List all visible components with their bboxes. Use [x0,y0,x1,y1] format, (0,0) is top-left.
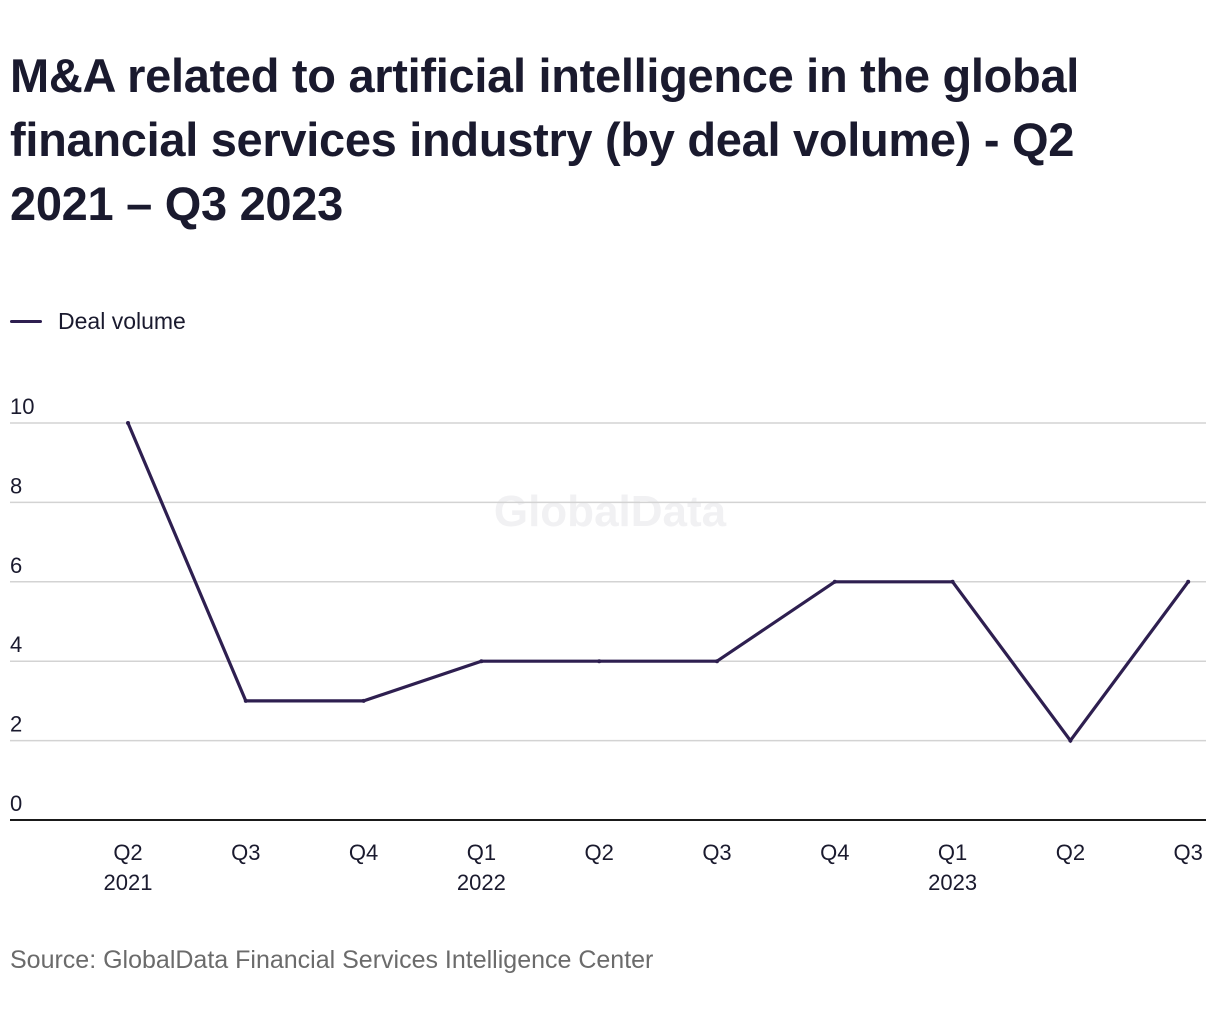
x-tick-label: Q1 [938,840,967,865]
data-point [950,579,955,584]
watermark-text: GlobalData [494,487,727,536]
data-point [1068,738,1073,743]
data-point [479,659,484,664]
y-tick-label: 0 [10,791,22,816]
data-point [126,421,130,425]
data-point [361,698,366,703]
y-tick-label: 6 [10,553,22,578]
x-tick-year-label: 2022 [457,870,506,895]
y-tick-label: 4 [10,632,22,657]
data-point [597,659,602,664]
data-point [832,579,837,584]
x-tick-label: Q2 [113,840,142,865]
chart-title: M&A related to artificial intelligence i… [10,49,1080,230]
x-tick-label: Q4 [349,840,378,865]
x-tick-label: Q1 [467,840,496,865]
legend-swatch [10,319,42,323]
x-tick-label: Q2 [585,840,614,865]
legend: Deal volume [10,306,186,336]
legend-label: Deal volume [58,307,186,334]
series-line-deal-volume [126,421,1190,744]
x-tick-year-label: 2021 [104,870,153,895]
y-tick-label: 10 [10,394,34,419]
y-tick-label: 2 [10,712,22,737]
x-tick-year-label: 2023 [928,870,977,895]
data-point [715,659,719,664]
x-tick-label: Q2 [1056,840,1085,865]
y-tick-label: 8 [10,473,22,498]
data-point [243,698,248,703]
x-tick-label: Q4 [820,840,849,865]
x-tick-label: Q3 [702,840,731,865]
line-chart: GlobalData 0 2 4 6 8 10 Q2 2021 Q3 Q4 Q1 2022 Q2 Q3 Q4 Q… [10,394,1206,895]
data-point [1186,579,1191,584]
x-tick-label: Q3 [231,840,260,865]
source-note: Source: GlobalData Financial Services In… [10,946,654,974]
x-tick-label: Q3 [1174,840,1203,865]
